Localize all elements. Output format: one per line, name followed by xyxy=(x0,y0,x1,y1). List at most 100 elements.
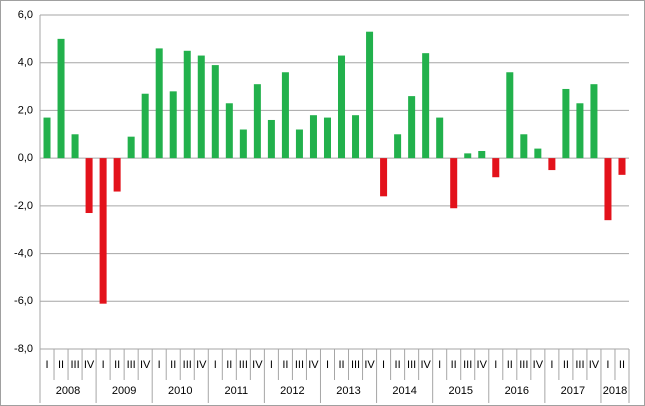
x-tick-label: III xyxy=(351,359,360,371)
bar xyxy=(394,134,402,159)
y-tick-label: 6,0 xyxy=(18,9,33,21)
group-label: 2017 xyxy=(561,385,585,397)
bar xyxy=(562,88,570,159)
x-tick-label: I xyxy=(326,359,329,371)
x-tick-label: IV xyxy=(420,359,431,371)
bar xyxy=(253,84,261,159)
bar xyxy=(422,53,430,159)
x-tick-label: II xyxy=(395,359,401,371)
x-tick-label: III xyxy=(239,359,248,371)
bar xyxy=(576,103,584,159)
bar xyxy=(604,158,612,221)
group-label: 2010 xyxy=(168,385,192,397)
bar xyxy=(338,55,346,159)
x-tick-label: III xyxy=(70,359,79,371)
bar xyxy=(366,31,374,159)
y-tick-label: -6,0 xyxy=(14,295,33,307)
x-tick-label: II xyxy=(226,359,232,371)
y-tick-label: -8,0 xyxy=(14,343,33,355)
group-label: 2018 xyxy=(603,385,627,397)
group-label: 2016 xyxy=(505,385,529,397)
group-label: 2014 xyxy=(392,385,416,397)
bar xyxy=(57,38,65,159)
bar xyxy=(548,158,556,171)
bar xyxy=(492,158,500,178)
bar xyxy=(113,158,121,192)
x-tick-label: II xyxy=(282,359,288,371)
bar xyxy=(534,148,542,159)
x-tick-label: I xyxy=(550,359,553,371)
bar xyxy=(155,48,163,159)
x-tick-label: II xyxy=(114,359,120,371)
bar xyxy=(323,117,331,159)
y-tick-label: 2,0 xyxy=(18,104,33,116)
x-tick-label: I xyxy=(214,359,217,371)
group-label: 2013 xyxy=(336,385,360,397)
bar xyxy=(197,55,205,159)
x-tick-label: IV xyxy=(84,359,95,371)
x-tick-label: III xyxy=(463,359,472,371)
bar xyxy=(506,72,514,159)
group-label: 2011 xyxy=(225,385,249,397)
y-tick-label: 4,0 xyxy=(18,57,33,69)
group-label: 2009 xyxy=(112,385,136,397)
group-label: 2008 xyxy=(56,385,80,397)
bar xyxy=(267,119,275,159)
x-tick-label: III xyxy=(127,359,136,371)
x-tick-label: I xyxy=(45,359,48,371)
group-label: 2015 xyxy=(448,385,472,397)
x-tick-label: IV xyxy=(533,359,544,371)
x-tick-label: III xyxy=(295,359,304,371)
bar xyxy=(380,158,388,197)
bar xyxy=(408,96,416,159)
bar xyxy=(352,115,360,159)
x-tick-label: III xyxy=(519,359,528,371)
bar xyxy=(590,84,598,159)
x-tick-label: III xyxy=(183,359,192,371)
x-tick-label: IV xyxy=(252,359,263,371)
x-tick-label: III xyxy=(407,359,416,371)
x-tick-label: II xyxy=(619,359,625,371)
x-tick-label: IV xyxy=(308,359,319,371)
bar xyxy=(295,129,303,159)
x-tick-label: IV xyxy=(364,359,375,371)
x-tick-label: II xyxy=(338,359,344,371)
bar xyxy=(211,65,219,159)
bar xyxy=(85,158,93,214)
x-tick-label: II xyxy=(563,359,569,371)
bar xyxy=(43,117,51,159)
x-tick-label: II xyxy=(507,359,513,371)
y-tick-label: -4,0 xyxy=(14,247,33,259)
x-tick-label: II xyxy=(58,359,64,371)
bar xyxy=(309,115,317,159)
x-tick-label: I xyxy=(102,359,105,371)
x-tick-label: I xyxy=(158,359,161,371)
bar xyxy=(520,134,528,159)
bar xyxy=(141,93,149,159)
x-tick-label: IV xyxy=(140,359,151,371)
bar xyxy=(71,134,79,159)
bar xyxy=(450,158,458,209)
bar xyxy=(618,158,626,175)
x-tick-label: I xyxy=(438,359,441,371)
bar xyxy=(99,158,107,304)
group-label: 2012 xyxy=(280,385,304,397)
y-tick-label: -2,0 xyxy=(14,200,33,212)
bar xyxy=(169,91,177,159)
x-tick-label: I xyxy=(494,359,497,371)
bar xyxy=(225,103,233,159)
x-tick-label: IV xyxy=(589,359,600,371)
x-tick-label: II xyxy=(170,359,176,371)
x-tick-label: IV xyxy=(196,359,207,371)
x-tick-label: II xyxy=(451,359,457,371)
x-tick-label: I xyxy=(270,359,273,371)
bar xyxy=(436,117,444,159)
x-tick-label: I xyxy=(606,359,609,371)
bar xyxy=(183,50,191,159)
bar xyxy=(478,150,486,159)
bar xyxy=(127,136,135,159)
bar xyxy=(239,129,247,159)
bar xyxy=(281,72,289,159)
